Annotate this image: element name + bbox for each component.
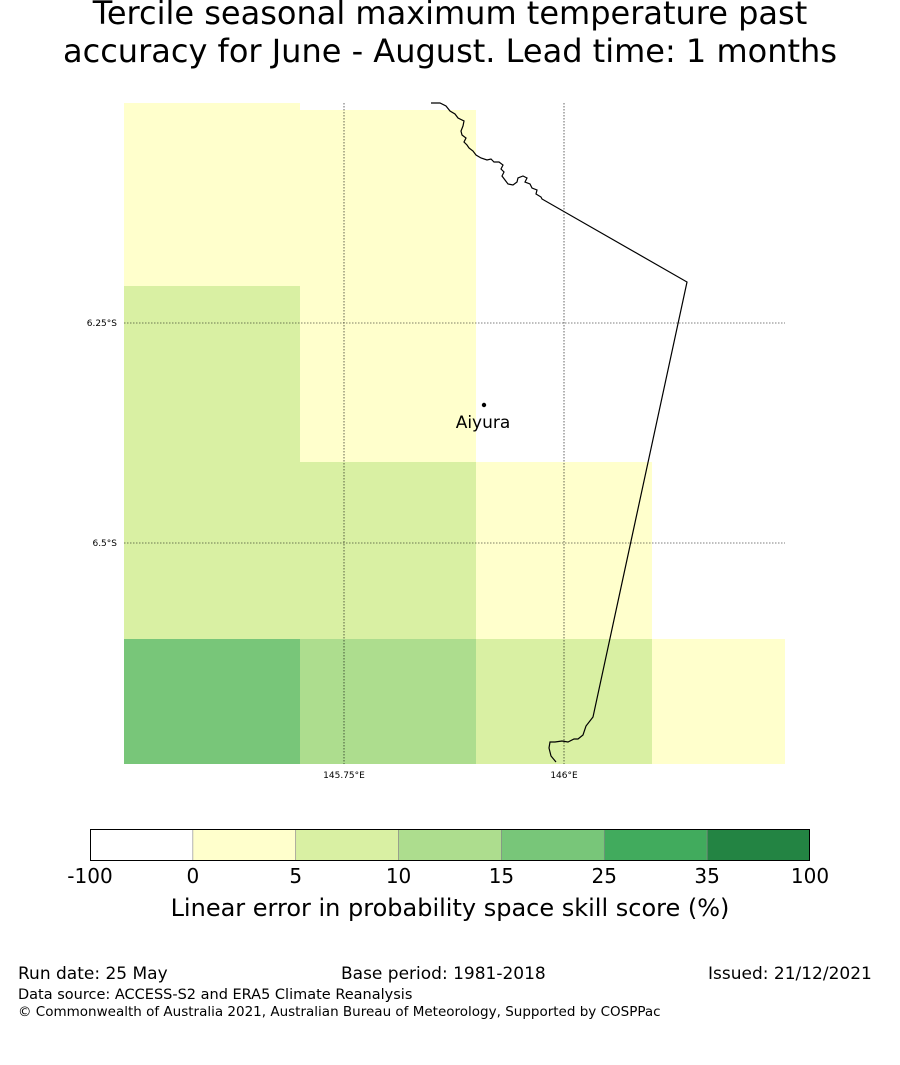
map-title-line2: accuracy for June - August. Lead time: 1… — [63, 32, 837, 70]
colorbar-tick-label: 35 — [694, 864, 720, 888]
copyright: © Commonwealth of Australia 2021, Austra… — [18, 1004, 661, 1020]
boundary-line — [431, 102, 688, 763]
colorbar-segment — [90, 829, 194, 861]
base-period: Base period: 1981-2018 — [341, 964, 546, 984]
map-title-line1: Tercile seasonal maximum temperature pas… — [92, 0, 808, 32]
lon-label: 146°E — [550, 771, 578, 781]
colorbar — [90, 829, 810, 861]
colorbar-segment — [192, 829, 297, 861]
colorbar-tick-label: 100 — [790, 864, 830, 888]
colorbar-segment — [706, 829, 810, 861]
lat-label: 6.25°S — [87, 319, 118, 329]
colorbar-segment — [295, 829, 399, 861]
colorbar-segment — [501, 829, 605, 861]
skill-grid — [124, 103, 785, 764]
colorbar-tick-label: -100 — [67, 864, 113, 888]
lon-label: 145.75°E — [323, 771, 365, 781]
gridlines — [124, 103, 785, 764]
colorbar-label: Linear error in probability space skill … — [170, 894, 730, 922]
run-date: Run date: 25 May — [18, 964, 168, 984]
map-title: Tercile seasonal maximum temperature pas… — [0, 0, 900, 70]
location-marker — [481, 402, 487, 408]
colorbar-outline — [90, 829, 810, 861]
lat-label: 6.5°S — [92, 539, 117, 549]
grid-cell — [124, 103, 300, 286]
colorbar-tick-label: 10 — [385, 864, 412, 888]
location-label: Aiyura — [456, 413, 511, 433]
colorbar-tick-label: 5 — [289, 864, 303, 888]
colorbar-segment — [603, 829, 708, 861]
issued-date: Issued: 21/12/2021 — [708, 964, 872, 984]
grid-cell — [300, 110, 476, 462]
grid-cell — [124, 286, 300, 639]
colorbar-tick-label: 15 — [488, 864, 515, 888]
grid-cell — [300, 639, 476, 764]
colorbar-segment — [398, 829, 502, 861]
data-source: Data source: ACCESS-S2 and ERA5 Climate … — [18, 987, 413, 1003]
map-plot: Aiyura 6.25°S 6.5°S 145.75°E 146°E — [87, 102, 785, 781]
grid-cell — [300, 462, 476, 639]
grid-cell — [124, 639, 300, 764]
colorbar-tick-label: 25 — [591, 864, 618, 888]
colorbar-tick-label: 0 — [186, 864, 200, 888]
grid-cell — [652, 639, 785, 764]
